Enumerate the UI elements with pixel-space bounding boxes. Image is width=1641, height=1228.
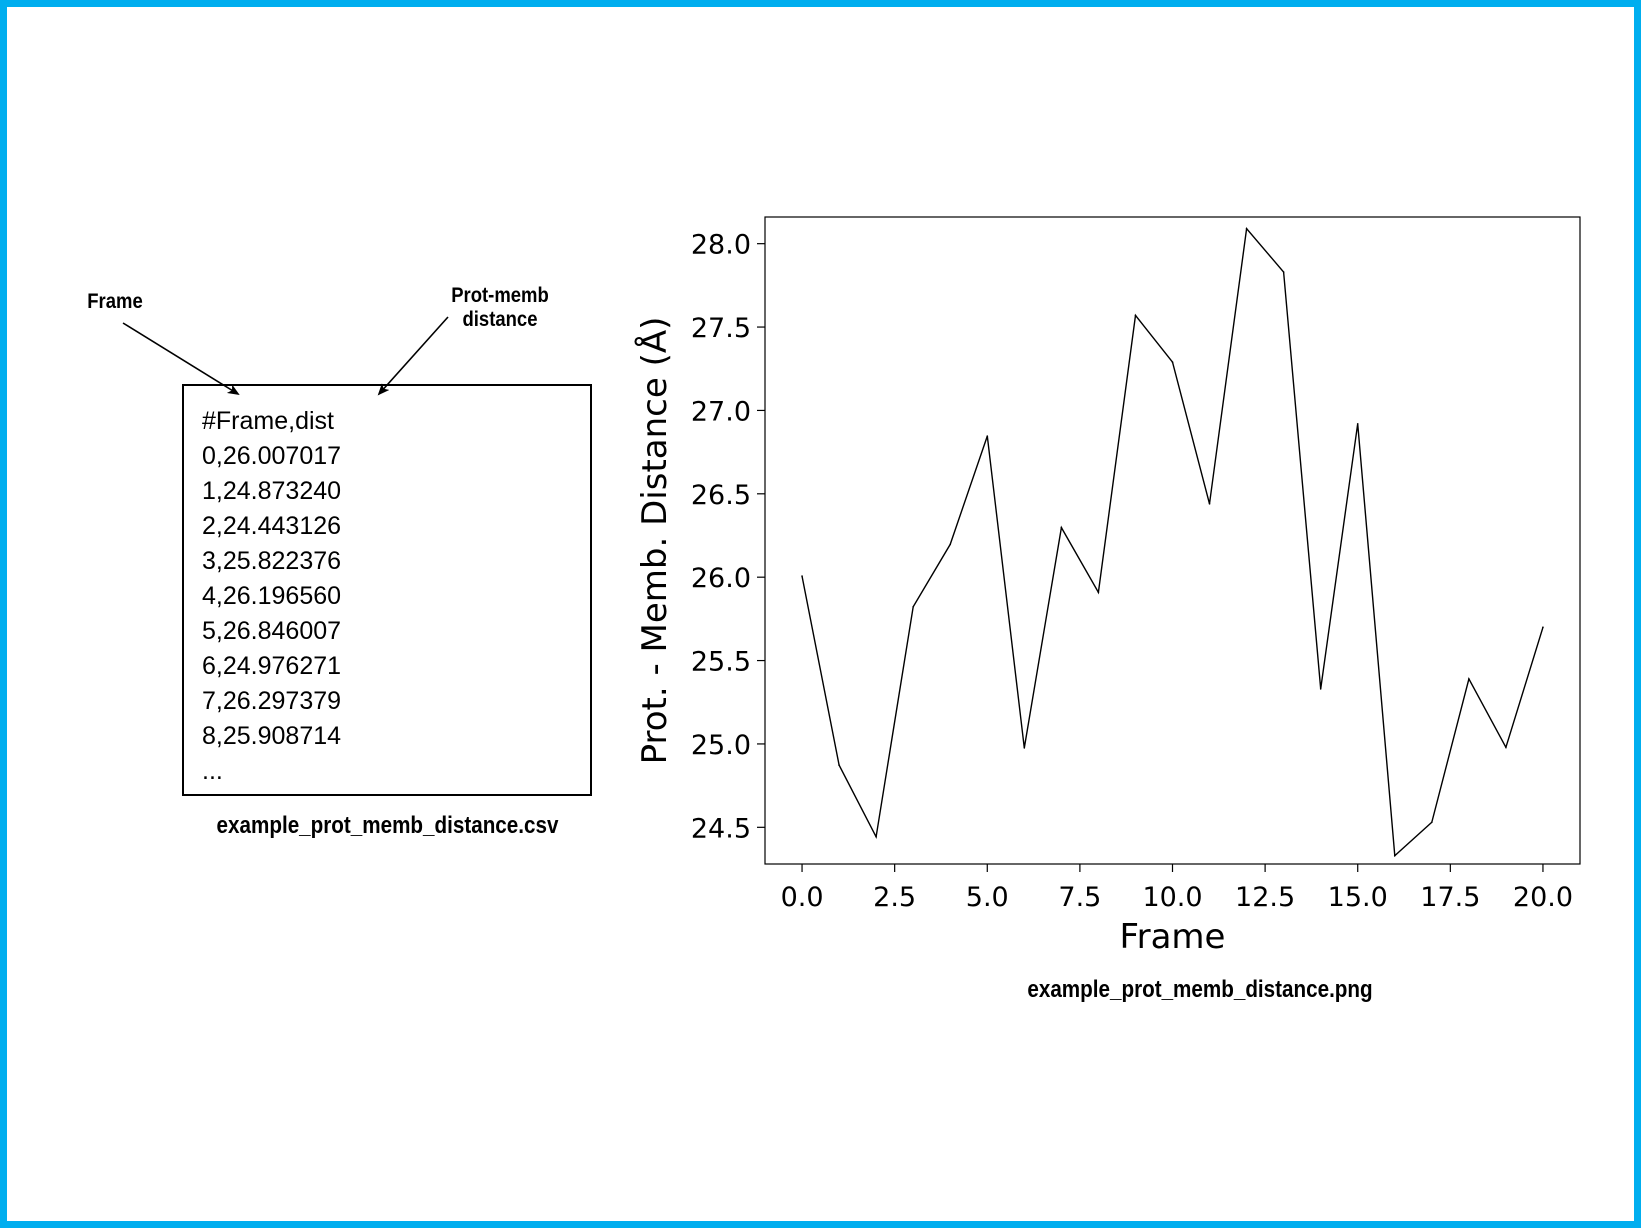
- frame-annotation-label: Frame: [87, 290, 143, 313]
- distance-annotation-line1: Prot-memb: [451, 284, 549, 307]
- y-tick-label: 26.0: [691, 563, 751, 594]
- x-tick-label: 20.0: [1513, 882, 1573, 913]
- csv-line: 1,24.873240: [202, 477, 342, 505]
- data-point: [1393, 854, 1396, 857]
- y-tick-label: 28.0: [691, 230, 751, 261]
- csv-line: 5,26.846007: [202, 617, 342, 645]
- data-point: [1060, 526, 1063, 529]
- data-point: [801, 575, 803, 577]
- data-point: [1542, 626, 1544, 629]
- data-point: [912, 606, 914, 608]
- data-point: [949, 543, 952, 546]
- y-tick-label: 26.5: [691, 480, 751, 511]
- csv-line: 4,26.196560: [202, 582, 342, 610]
- csv-line: 3,25.822376: [202, 547, 342, 575]
- data-point: [1356, 422, 1359, 425]
- data-point: [875, 835, 877, 838]
- distance-arrow: [377, 316, 449, 396]
- csv-file-box: #Frame,dist 0,26.007017 1,24.873240 2,24.44…: [182, 384, 592, 796]
- csv-line: 8,25.908714: [202, 722, 342, 750]
- data-point: [1171, 361, 1174, 363]
- distance-annotation-line2: distance: [462, 308, 538, 331]
- x-tick-label: 5.0: [966, 882, 1009, 913]
- x-tick-label: 0.0: [781, 882, 824, 913]
- y-tick-label: 25.0: [691, 730, 751, 761]
- y-axis-label: Prot. - Memb. Distance (Å): [634, 317, 675, 765]
- data-point: [1282, 271, 1285, 273]
- distance-series-line: [801, 227, 1544, 858]
- csv-caption: example_prot_memb_distance.csv: [216, 812, 559, 839]
- frame-arrow: [122, 322, 240, 396]
- x-tick-label: 15.0: [1328, 882, 1388, 913]
- x-tick-label: 2.5: [873, 882, 916, 913]
- y-tick-label: 27.5: [691, 313, 751, 344]
- data-point: [1468, 678, 1470, 680]
- csv-line: 0,26.007017: [202, 442, 342, 470]
- x-axis-label: Frame: [1120, 917, 1226, 957]
- data-point: [1431, 821, 1433, 824]
- y-tick-label: 25.5: [691, 647, 751, 678]
- csv-line: 2,24.443126: [202, 512, 342, 540]
- y-tick-label: 27.0: [691, 396, 751, 427]
- data-point: [1505, 746, 1507, 749]
- data-point: [838, 764, 840, 766]
- csv-line: 6,24.976271: [202, 652, 342, 680]
- data-point: [1319, 688, 1322, 690]
- distance-annotation-label: Prot-memb distance: [430, 284, 571, 332]
- data-point: [1134, 314, 1137, 317]
- y-tick-label: 24.5: [691, 813, 751, 844]
- x-tick-label: 12.5: [1235, 882, 1295, 913]
- csv-line: #Frame,dist: [202, 407, 334, 435]
- data-point: [1245, 227, 1248, 230]
- distance-line-chart: 0.0 2.5 5.0 7.5 10.0 12.5 15.0 17.5 20.0 24.5 25.…: [634, 216, 1581, 957]
- csv-line: ...: [202, 757, 223, 785]
- data-point: [986, 435, 989, 437]
- x-tick-label: 17.5: [1420, 882, 1480, 913]
- data-point: [1208, 503, 1211, 505]
- x-tick-label: 7.5: [1058, 882, 1101, 913]
- csv-line: 7,26.297379: [202, 687, 342, 715]
- data-point: [1023, 747, 1026, 749]
- x-tick-label: 10.0: [1142, 882, 1202, 913]
- plot-caption: example_prot_memb_distance.png: [1027, 976, 1373, 1003]
- data-point: [1097, 591, 1100, 594]
